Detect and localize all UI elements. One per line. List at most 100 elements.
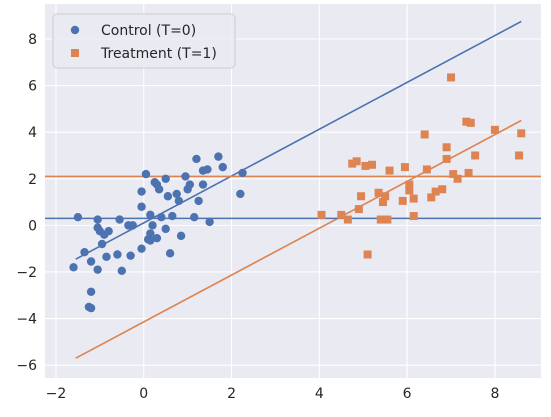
y-tick-label: 2 xyxy=(28,172,37,188)
treatment-point xyxy=(352,157,361,166)
treatment-point xyxy=(462,117,471,126)
treatment-point xyxy=(442,154,451,163)
control-point xyxy=(185,180,195,189)
control-point xyxy=(161,174,170,183)
x-tick-label: 6 xyxy=(403,386,412,402)
legend-label-treatment: Treatment (T=1) xyxy=(100,46,217,62)
tick-labels: −2 0 2 4 6 8 −6 −4 −2 0 2 4 6 8 xyxy=(16,32,499,402)
legend-marker-treatment xyxy=(71,49,79,57)
control-point xyxy=(128,221,137,230)
legend: Control (T=0) Treatment (T=1) xyxy=(52,13,236,69)
x-tick-label: 0 xyxy=(139,386,148,402)
control-point xyxy=(181,172,190,181)
y-tick-label: 4 xyxy=(28,125,37,141)
control-point xyxy=(152,233,162,243)
treatment-point xyxy=(431,187,440,196)
x-tick-label: 2 xyxy=(227,386,236,402)
x-tick-label: −2 xyxy=(46,386,67,402)
legend-box xyxy=(52,13,236,69)
treatment-point xyxy=(354,205,363,214)
treatment-point xyxy=(438,185,447,194)
control-point xyxy=(97,239,107,249)
control-point xyxy=(93,265,102,274)
control-point xyxy=(86,257,96,266)
treatment-point xyxy=(400,163,409,172)
control-point xyxy=(194,196,203,206)
control-point xyxy=(163,192,173,201)
control-point xyxy=(157,213,166,222)
control-point xyxy=(146,236,155,245)
treatment-point xyxy=(405,186,414,195)
treatment-point xyxy=(453,174,462,183)
control-point xyxy=(203,165,212,174)
control-point xyxy=(174,196,184,206)
control-point xyxy=(154,185,164,194)
control-point xyxy=(176,231,186,241)
control-point xyxy=(141,169,151,179)
treatment-point xyxy=(378,198,387,207)
control-point xyxy=(137,187,146,196)
treatment-point xyxy=(383,215,392,224)
treatment-point xyxy=(449,170,458,179)
treatment-point xyxy=(420,130,429,139)
treatment-point xyxy=(471,151,480,160)
treatment-point xyxy=(357,192,366,201)
control-point xyxy=(218,162,227,172)
control-point xyxy=(86,287,96,296)
control-point xyxy=(172,189,181,199)
treatment-point xyxy=(409,212,418,221)
control-point xyxy=(137,244,146,253)
control-point xyxy=(165,249,175,258)
treatment-point xyxy=(515,151,524,160)
control-point xyxy=(148,221,157,230)
control-point xyxy=(236,189,245,199)
treatment-point xyxy=(517,129,526,138)
treatment-point xyxy=(368,160,377,169)
treatment-point xyxy=(409,194,418,203)
y-tick-label: −6 xyxy=(16,358,37,374)
control-point xyxy=(192,154,201,164)
treatment-point xyxy=(381,192,390,201)
control-point xyxy=(190,213,199,222)
control-point xyxy=(104,226,113,236)
control-point xyxy=(113,250,122,259)
control-point xyxy=(161,224,170,234)
legend-label-control: Control (T=0) xyxy=(101,23,196,39)
treatment-point xyxy=(447,73,456,82)
treatment-point xyxy=(374,188,383,197)
control-point xyxy=(73,213,83,222)
treatment-point xyxy=(343,215,352,224)
control-point xyxy=(69,263,78,272)
control-point xyxy=(115,215,124,224)
y-tick-label: −2 xyxy=(16,265,37,281)
control-point xyxy=(205,217,214,227)
control-point xyxy=(214,152,223,161)
y-tick-label: −4 xyxy=(16,312,37,328)
treatment-point xyxy=(442,143,451,152)
treatment-point xyxy=(427,193,436,202)
treatment-point xyxy=(385,166,394,175)
y-tick-label: 8 xyxy=(28,32,37,48)
treatment-point xyxy=(337,210,346,219)
control-point xyxy=(198,180,208,189)
control-point xyxy=(146,210,155,220)
treatment-point xyxy=(348,159,357,168)
treatment-point xyxy=(464,168,473,177)
treatment-point xyxy=(422,165,431,174)
data-points xyxy=(69,73,526,313)
control-point xyxy=(93,215,102,224)
regression-line xyxy=(75,20,522,260)
control-point xyxy=(146,229,155,238)
control-point xyxy=(137,202,146,211)
control-point xyxy=(168,211,177,221)
treatment-point xyxy=(398,196,407,205)
x-tick-label: 8 xyxy=(490,386,499,402)
control-point xyxy=(80,247,89,257)
treatment-point xyxy=(466,118,475,127)
treatment-point xyxy=(317,210,326,219)
treatment-point xyxy=(405,180,414,189)
control-point xyxy=(86,303,96,313)
control-point xyxy=(126,251,135,260)
treatment-point xyxy=(376,215,385,224)
control-point xyxy=(117,266,127,276)
